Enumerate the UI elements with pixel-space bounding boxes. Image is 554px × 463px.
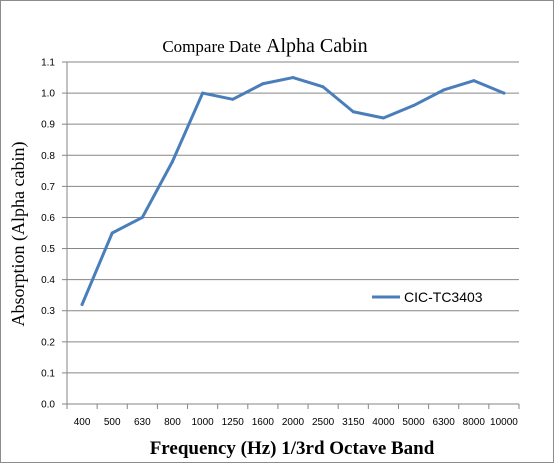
x-tick-label: 630 — [134, 417, 151, 428]
y-tick-label: 0.7 — [41, 182, 55, 193]
chart-title: Compare Date Alpha Cabin — [162, 35, 367, 57]
data-point — [231, 97, 235, 101]
x-tick-label: 3150 — [342, 417, 365, 428]
x-tick-label: 1600 — [252, 417, 275, 428]
x-tick-labels: 400 500 630 800 1000 1250 1600 2000 2500 3150 4000… — [74, 417, 519, 428]
y-tick-label: 0.3 — [41, 306, 55, 317]
x-tick-label: 2500 — [312, 417, 335, 428]
y-tick-label: 0.9 — [41, 120, 55, 131]
data-point — [110, 231, 114, 235]
y-tick-label: 0.4 — [41, 275, 55, 286]
data-point — [412, 104, 416, 108]
data-point — [472, 79, 476, 83]
x-tick-label: 6300 — [433, 417, 456, 428]
data-point — [502, 91, 506, 95]
y-tick-label: 0.1 — [41, 368, 55, 379]
data-point — [261, 82, 265, 86]
y-tick-label: 0.6 — [41, 213, 55, 224]
legend-label: CIC-TC3403 — [404, 289, 483, 305]
x-tick-label: 10000 — [490, 417, 518, 428]
x-tick-label: 2000 — [282, 417, 305, 428]
x-tick-label: 1000 — [191, 417, 214, 428]
x-tick-label: 5000 — [402, 417, 425, 428]
y-tick-label: 1.0 — [41, 89, 55, 100]
legend: CIC-TC3403 — [372, 289, 483, 305]
axes — [62, 61, 520, 409]
y-tick-label: 1.1 — [41, 58, 55, 69]
x-tick-label: 4000 — [372, 417, 395, 428]
y-tick-label: 0.2 — [41, 337, 55, 348]
series-group — [80, 76, 506, 307]
data-point — [201, 91, 205, 95]
y-tick-label: 0.8 — [41, 151, 55, 162]
data-point — [291, 76, 295, 80]
data-point — [140, 215, 144, 219]
chart-title-small: Compare Date — [162, 37, 261, 56]
x-tick-label: 1250 — [222, 417, 245, 428]
y-axis-title: Absorption (Alpha cabin) — [8, 142, 29, 327]
data-point — [170, 159, 174, 163]
y-tick-label: 0.0 — [41, 400, 55, 411]
gridlines — [67, 61, 519, 374]
x-axis-title: Frequency (Hz) 1/3rd Octave Band — [150, 438, 435, 459]
data-point — [321, 85, 325, 89]
data-point — [80, 303, 84, 307]
series-line — [80, 76, 506, 307]
data-point — [351, 110, 355, 114]
data-point — [442, 88, 446, 92]
x-tick-label: 8000 — [463, 417, 486, 428]
x-tick-label: 400 — [74, 417, 91, 428]
data-point — [381, 116, 385, 120]
y-tick-labels: 0.0 0.1 0.2 0.3 0.4 0.5 0.6 0.7 0.8 0.9 1.0 1.1 — [41, 58, 55, 411]
x-tick-label: 800 — [164, 417, 181, 428]
chart-title-large: Alpha Cabin — [266, 35, 368, 57]
y-tick-label: 0.5 — [41, 244, 55, 255]
x-tick-label: 500 — [104, 417, 121, 428]
